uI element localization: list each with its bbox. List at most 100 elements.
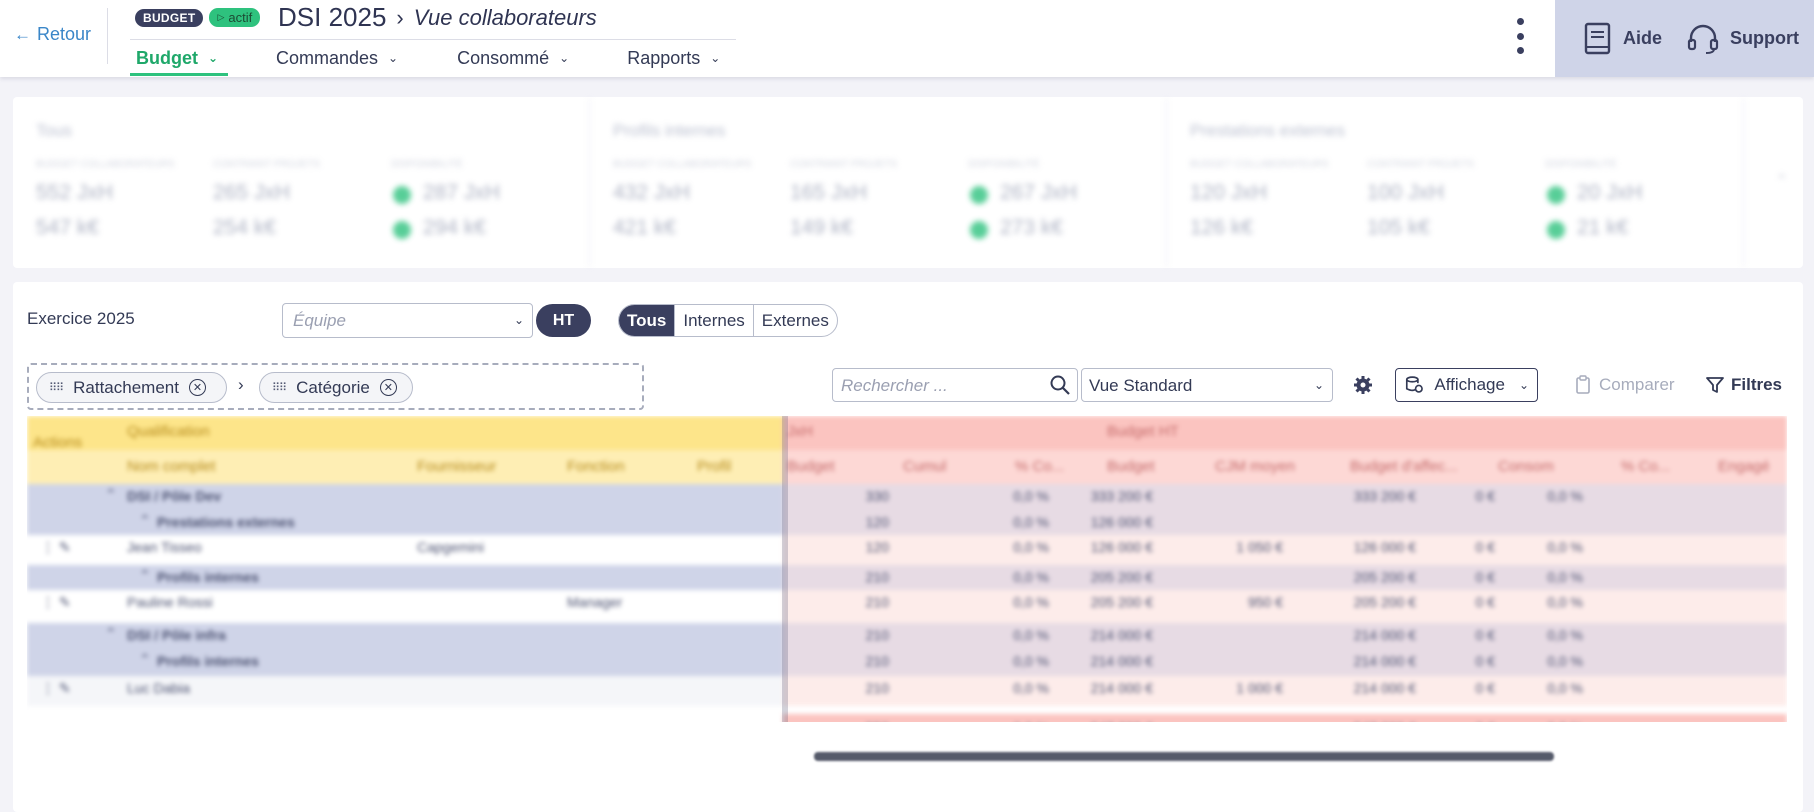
summary-value: 287 JxH — [423, 181, 501, 204]
qualification-header: Qualification — [27, 416, 783, 450]
expand-caret-icon[interactable]: ⌃ — [105, 625, 117, 641]
scope-option-internes[interactable]: Internes — [674, 305, 752, 336]
filters-button[interactable]: Filtres — [1706, 375, 1782, 395]
summary-value: 254 k€ — [213, 216, 277, 239]
drag-handle-icon[interactable]: ⠿⠿ — [272, 382, 287, 394]
expand-caret-icon[interactable]: ⌃ — [139, 512, 151, 528]
collapse-icon[interactable]: ⌃ — [1775, 173, 1789, 190]
drag-handle-icon[interactable]: ⠿⠿ — [49, 382, 64, 394]
table-row[interactable]: ⌃ DSI / Pôle infra 210 0,0 % 214 000 € 214 00… — [27, 623, 1787, 649]
value-cell: 0,0 % — [1547, 653, 1583, 669]
row-actions-icon[interactable]: ⋮ ✎ — [41, 680, 71, 696]
value-cell: 0,0 % — [1547, 569, 1583, 585]
book-icon — [1584, 22, 1611, 54]
summary-label: DISPONIBILITÉ — [968, 159, 1040, 170]
value-cell: 1 000 € — [1236, 680, 1283, 696]
expand-caret-icon[interactable]: ⌃ — [139, 651, 151, 667]
left-columns-header: Actions Nom complet Fournisseur Fonction… — [27, 434, 783, 484]
scope-option-tous[interactable]: Tous — [619, 305, 675, 336]
table-row[interactable]: ⌃ Profils internes 210 0,0 % 205 200 € 205 20… — [27, 565, 1787, 590]
value-cell: 126 000 € — [1353, 539, 1416, 555]
value-cell: 0,0 % — [1013, 488, 1049, 504]
column-header[interactable]: Actions — [33, 434, 83, 451]
summary-label: CONTRAINT PROJETS — [1367, 159, 1475, 170]
value-cell: 333 200 € — [1090, 488, 1153, 504]
table-row[interactable]: ⋮ ✎ Luc Dabia 210 0,0 % 214 000 € 1 000 € 214 … — [27, 676, 1787, 706]
column-header[interactable]: Budget d'affec... — [1350, 458, 1458, 475]
support-button[interactable]: Support — [1686, 22, 1799, 56]
more-menu-icon[interactable] — [1510, 18, 1530, 54]
budget-header-label: Budget HT — [1107, 423, 1179, 440]
main-panel: Exercice 2025 Équipe ⌄ HT Tous Internes … — [13, 282, 1803, 812]
headset-icon — [1687, 24, 1719, 54]
back-link[interactable]: ← Retour — [14, 24, 91, 45]
column-header[interactable]: Profil — [697, 458, 732, 475]
column-header[interactable]: Fonction — [567, 458, 625, 475]
column-header[interactable]: Cumul — [903, 458, 947, 475]
column-header[interactable]: Nom complet — [127, 458, 216, 475]
expand-caret-icon[interactable]: ⌃ — [139, 567, 151, 583]
chevron-down-icon: ⌄ — [388, 51, 399, 65]
display-menu-button[interactable]: Affichage ⌄ — [1395, 368, 1538, 402]
group-chip-categorie[interactable]: ⠿⠿ Catégorie ✕ — [259, 372, 413, 403]
remove-chip-icon[interactable]: ✕ — [379, 379, 397, 396]
help-button[interactable]: Aide — [1583, 22, 1662, 56]
compare-button[interactable]: Comparer — [1575, 375, 1675, 395]
totals-row: 552 0,0 % 547 200 € 547 200 € 0 € 0,0 % — [27, 714, 1787, 722]
team-select-placeholder: Équipe — [293, 311, 346, 330]
value-cell: 333 200 € — [1353, 488, 1416, 504]
table-row[interactable]: ⌃ Profils internes 210 0,0 % 214 000 € 214 00… — [27, 649, 1787, 676]
chevron-down-icon: ⌄ — [1313, 378, 1324, 392]
tab-consomme[interactable]: Consommé ⌄ — [451, 40, 575, 76]
search-icon[interactable] — [1049, 374, 1071, 396]
supplier-cell: Capgemini — [417, 539, 484, 555]
tab-budget[interactable]: Budget ⌄ — [130, 40, 228, 76]
summary-label: BUDGET COLLABORATEURS — [613, 159, 752, 170]
remove-chip-icon[interactable]: ✕ — [188, 379, 206, 396]
scope-option-externes[interactable]: Externes — [752, 305, 837, 336]
column-header[interactable]: Budget — [1107, 458, 1155, 475]
row-right-cells: 210 0,0 % 205 200 € 205 200 € 0 € 0,0 % — [783, 565, 1787, 590]
summary-value: 21 k€ — [1577, 216, 1629, 239]
status-dot-icon — [970, 221, 988, 239]
value-cell: 950 € — [1247, 594, 1283, 610]
tab-commandes[interactable]: Commandes ⌄ — [270, 40, 404, 76]
column-header[interactable]: % Co... — [1015, 458, 1065, 475]
status-dot-icon — [1547, 221, 1565, 239]
view-select[interactable]: Vue Standard ⌄ — [1081, 368, 1333, 402]
ht-toggle-button[interactable]: HT — [536, 304, 591, 337]
team-select[interactable]: Équipe ⌄ — [282, 303, 533, 338]
column-header[interactable]: Engagé — [1718, 458, 1770, 475]
column-header[interactable]: CJM moyen — [1215, 458, 1296, 475]
value-cell: 0 € — [1475, 627, 1495, 643]
row-right-cells: 210 0,0 % 214 000 € 214 000 € 0 € 0,0 % — [783, 649, 1787, 676]
summary-value: 20 JxH — [1577, 181, 1643, 204]
search-placeholder: Rechercher ... — [841, 376, 948, 395]
column-header[interactable]: Consom — [1498, 458, 1554, 475]
row-actions-icon[interactable]: ⋮ ✎ — [41, 594, 71, 610]
column-header[interactable]: Fournisseur — [417, 458, 497, 475]
tab-rapports[interactable]: Rapports ⌄ — [621, 40, 726, 76]
column-header[interactable]: Budget — [787, 458, 835, 475]
value-cell: 0,0 % — [1013, 539, 1049, 555]
search-input[interactable]: Rechercher ... — [832, 368, 1078, 402]
budget-badge: BUDGET — [135, 8, 204, 27]
tab-label: Commandes — [276, 47, 379, 68]
summary-value: 165 JxH — [790, 181, 868, 204]
column-header[interactable]: % Co... — [1621, 458, 1671, 475]
summary-label: CONTRAINT PROJETS — [790, 159, 898, 170]
filter-icon — [1706, 377, 1724, 393]
summary-label: DISPONIBILITÉ — [1545, 159, 1617, 170]
group-chip-rattachement[interactable]: ⠿⠿ Rattachement ✕ — [36, 372, 227, 403]
gear-icon[interactable] — [1351, 373, 1375, 397]
summary-title: Tous — [36, 121, 72, 140]
table-row[interactable]: ⋮ ✎ Manager Pauline Rossi 210 0,0 % 205 200 €… — [27, 590, 1787, 623]
horizontal-scrollbar[interactable] — [814, 752, 1554, 761]
table-row[interactable]: ⋮ ✎ Capgemini Jean Tisseo 120 0,0 % 126 000 €… — [27, 535, 1787, 565]
group-by-dropzone[interactable]: ⠿⠿ Rattachement ✕ › ⠿⠿ Catégorie ✕ — [27, 363, 644, 410]
row-actions-icon[interactable]: ⋮ ✎ — [41, 539, 71, 555]
value-cell: 214 000 € — [1353, 653, 1416, 669]
table-row[interactable]: ⌃ DSI / Pôle Dev 330 0,0 % 333 200 € 333 200 … — [27, 484, 1787, 510]
table-row[interactable]: ⌃ Prestations externes 120 0,0 % 126 000 € — [27, 510, 1787, 535]
expand-caret-icon[interactable]: ⌃ — [105, 486, 117, 502]
